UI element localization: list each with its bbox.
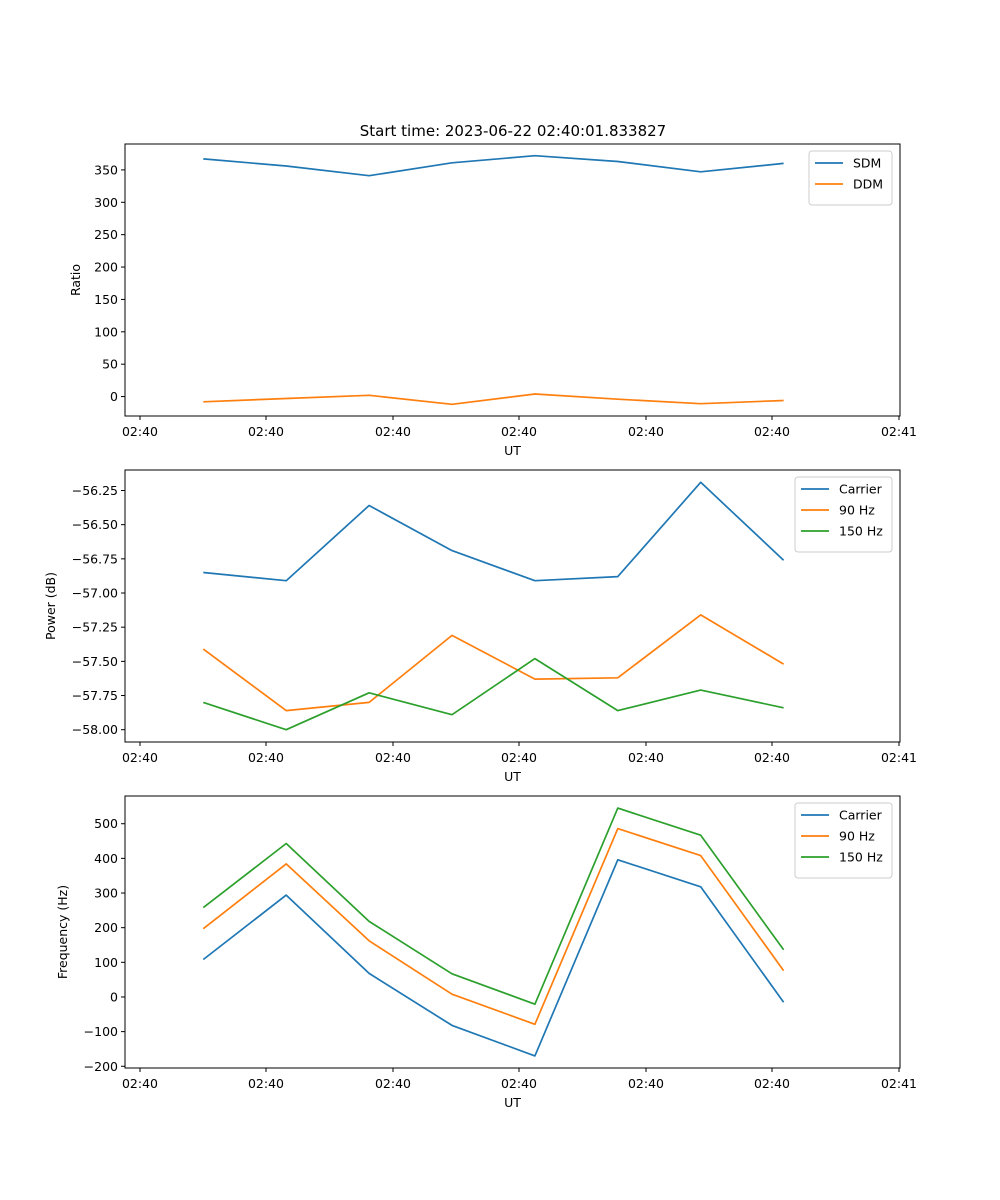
legend-box xyxy=(794,476,893,553)
legend-label: SDM xyxy=(853,156,881,171)
y-tick-label: 200 xyxy=(94,920,118,935)
x-tick-label: 02:41 xyxy=(881,1076,917,1091)
chart-panel-1: 02:40 02:40 02:40 02:40 02:40 02:40 02:41 UT 0 50… xyxy=(68,143,917,458)
legend-label: 150 Hz xyxy=(839,850,883,865)
series-line-150-hz xyxy=(202,807,785,1006)
axes-frame xyxy=(124,143,901,417)
legend-label: DDM xyxy=(853,177,883,192)
y-tick-label: −200 xyxy=(84,1059,118,1074)
y-tick-label: −56.50 xyxy=(72,517,118,532)
x-tick-label: 02:40 xyxy=(628,1076,664,1091)
y-tick-label: 50 xyxy=(102,357,118,372)
y-tick-label: 350 xyxy=(94,162,118,177)
legend-box xyxy=(808,150,893,206)
x-tick-label: 02:40 xyxy=(628,750,664,765)
legend-label: 150 Hz xyxy=(839,524,883,539)
axes-frame xyxy=(124,469,901,743)
x-tick-label: 02:41 xyxy=(881,424,917,439)
x-axis-label: UT xyxy=(504,769,521,784)
y-tick-label: 500 xyxy=(94,816,118,831)
x-tick-label: 02:40 xyxy=(628,424,664,439)
y-tick-label: −56.25 xyxy=(72,483,118,498)
y-tick-label: 400 xyxy=(94,851,118,866)
y-tick-label: 200 xyxy=(94,260,118,275)
x-tick-label: 02:40 xyxy=(501,750,537,765)
y-tick-label: 150 xyxy=(94,292,118,307)
legend-label: Carrier xyxy=(839,482,883,497)
y-tick-label: 300 xyxy=(94,195,118,210)
chart-panel-3: 02:40 02:40 02:40 02:40 02:40 02:40 02:41 UT −20… xyxy=(55,795,917,1110)
axes-frame xyxy=(124,795,901,1069)
series-line-carrier xyxy=(202,858,785,1057)
x-tick-label: 02:40 xyxy=(248,1076,284,1091)
x-tick-label: 02:40 xyxy=(754,1076,790,1091)
legend-label: Carrier xyxy=(839,808,883,823)
y-tick-label: −100 xyxy=(84,1024,118,1039)
y-tick-label: −57.75 xyxy=(72,688,118,703)
x-tick-label: 02:40 xyxy=(501,424,537,439)
x-tick-label: 02:40 xyxy=(501,1076,537,1091)
series-line-90-hz xyxy=(202,614,785,712)
x-tick-label: 02:40 xyxy=(375,424,411,439)
x-tick-label: 02:40 xyxy=(122,1076,158,1091)
y-axis-label: Power (dB) xyxy=(43,572,58,640)
x-tick-label: 02:40 xyxy=(375,750,411,765)
legend-box xyxy=(794,802,893,879)
x-tick-label: 02:40 xyxy=(375,1076,411,1091)
y-tick-label: 100 xyxy=(94,955,118,970)
y-tick-label: −56.75 xyxy=(72,551,118,566)
y-tick-label: −57.25 xyxy=(72,620,118,635)
legend-label: 90 Hz xyxy=(839,829,875,844)
series-line-150-hz xyxy=(203,657,784,731)
series-line-sdm xyxy=(203,154,784,177)
y-tick-label: 250 xyxy=(94,227,118,242)
x-axis-label: UT xyxy=(504,443,521,458)
y-tick-label: 300 xyxy=(94,886,118,901)
y-tick-label: 100 xyxy=(94,324,118,339)
y-tick-label: 0 xyxy=(110,989,118,1004)
y-tick-label: −57.50 xyxy=(72,654,118,669)
chart-panel-2: 02:40 02:40 02:40 02:40 02:40 02:40 02:41 UT −58… xyxy=(43,469,917,784)
y-tick-label: 0 xyxy=(110,389,118,404)
x-tick-label: 02:40 xyxy=(248,424,284,439)
y-tick-label: −57.00 xyxy=(72,586,118,601)
figure-title: Start time: 2023-06-22 02:40:01.833827 xyxy=(360,122,666,140)
x-tick-label: 02:40 xyxy=(754,750,790,765)
y-axis-label: Ratio xyxy=(68,264,83,296)
y-tick-label: −58.00 xyxy=(72,722,118,737)
x-tick-label: 02:40 xyxy=(122,424,158,439)
series-line-carrier xyxy=(203,481,785,582)
x-axis-label: UT xyxy=(504,1095,521,1110)
x-tick-label: 02:41 xyxy=(881,750,917,765)
x-tick-label: 02:40 xyxy=(754,424,790,439)
legend-label: 90 Hz xyxy=(839,503,875,518)
series-line-ddm xyxy=(203,393,784,406)
x-tick-label: 02:40 xyxy=(248,750,284,765)
series-line-90-hz xyxy=(202,827,785,1026)
panels: 02:40 02:40 02:40 02:40 02:40 02:40 02:41 UT 0 50… xyxy=(43,143,917,1110)
y-axis-label: Frequency (Hz) xyxy=(55,885,70,979)
x-tick-label: 02:40 xyxy=(122,750,158,765)
